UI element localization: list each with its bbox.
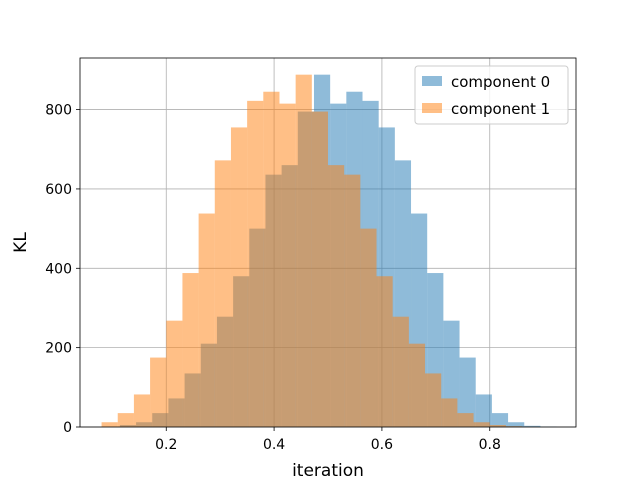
histogram-bars [101,74,557,428]
legend-swatch-1 [422,103,442,113]
legend-label-1: component 1 [451,100,550,118]
y-tick-label: 0 [63,420,72,436]
bar-series-0-bin-24 [508,422,525,427]
bar-series-1-bin-19 [408,343,426,427]
y-tick-label: 600 [45,182,72,198]
plot-frame [79,57,577,428]
bar-series-1-bin-5 [182,273,199,427]
bar-series-1-bin-1 [117,413,134,427]
bar-series-1-bin-12 [295,74,312,427]
bar-series-1-bin-11 [279,103,296,428]
legend-swatch-0 [422,76,442,86]
x-tick-label: 0.4 [263,437,285,453]
x-axis-label: iteration [292,461,364,480]
y-axis-label: KL [11,232,31,253]
bar-series-1-bin-0 [101,422,118,427]
bar-series-1-bin-15 [344,174,361,427]
bar-series-1-bin-17 [376,276,393,427]
bar-series-1-bin-2 [133,394,151,427]
bar-series-0-bin-23 [491,413,509,427]
legend-box [414,65,569,125]
bar-series-1-bin-9 [247,100,264,427]
bar-series-1-bin-21 [441,398,458,427]
bar-series-1-bin-16 [360,228,377,427]
bar-series-0-bin-21 [459,357,476,427]
bar-series-0-bin-22 [475,394,492,427]
x-tick-label: 0.8 [479,437,501,453]
series-1-bars [101,74,539,428]
x-tick-label: 0.2 [155,437,177,453]
y-tick-label: 800 [45,103,72,119]
legend: component 0 component 1 [414,65,569,125]
bar-series-1-bin-20 [425,373,442,427]
bar-series-0-bin-25 [524,425,541,427]
y-tick-label: 200 [45,341,72,357]
bar-series-1-bin-13 [311,111,328,427]
bar-series-1-bin-14 [328,165,345,427]
bar-series-1-bin-22 [457,413,474,427]
y-tick-label: 400 [45,261,72,277]
bar-series-1-bin-23 [473,422,490,427]
axis-ticks: 0.2 0.4 0.6 0.8 0 200 400 600 800 [45,103,501,453]
bar-series-1-bin-24 [489,425,506,427]
bar-series-1-bin-18 [392,316,409,427]
bar-series-1-bin-6 [198,213,215,427]
bar-series-1-bin-3 [150,357,167,427]
bar-series-1-bin-7 [214,160,231,427]
bar-series-1-bin-10 [263,91,280,428]
bar-series-1-bin-8 [230,127,248,427]
legend-label-0: component 0 [451,73,550,91]
bar-series-1-bin-4 [166,320,183,427]
x-tick-label: 0.6 [371,437,393,453]
